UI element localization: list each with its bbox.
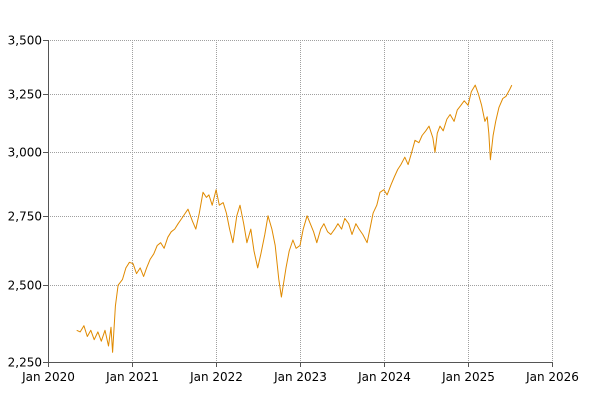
y-tick-label: 3,500	[8, 34, 42, 48]
axes	[43, 40, 553, 367]
tick-labels: 2,250 2,500 2,750 3,000 3,250 3,500 Jan 2020 Ja…	[8, 34, 579, 385]
x-tick-label: Jan 2021	[105, 370, 159, 384]
y-tick-label: 2,250	[8, 356, 42, 370]
x-tick-label: Jan 2023	[273, 370, 327, 384]
y-tick-label: 2,750	[8, 210, 42, 224]
y-tick-label: 3,000	[8, 146, 42, 160]
x-tick-label: Jan 2026	[525, 370, 579, 384]
series-layer	[76, 84, 513, 353]
y-tick-label: 3,250	[8, 88, 42, 102]
x-tick-label: Jan 2020	[21, 370, 75, 384]
x-tick-label: Jan 2025	[441, 370, 495, 384]
x-tick-label: Jan 2024	[357, 370, 411, 384]
x-tick-label: Jan 2022	[189, 370, 243, 384]
series-line-0	[76, 84, 513, 353]
y-tick-label: 2,500	[8, 279, 42, 293]
